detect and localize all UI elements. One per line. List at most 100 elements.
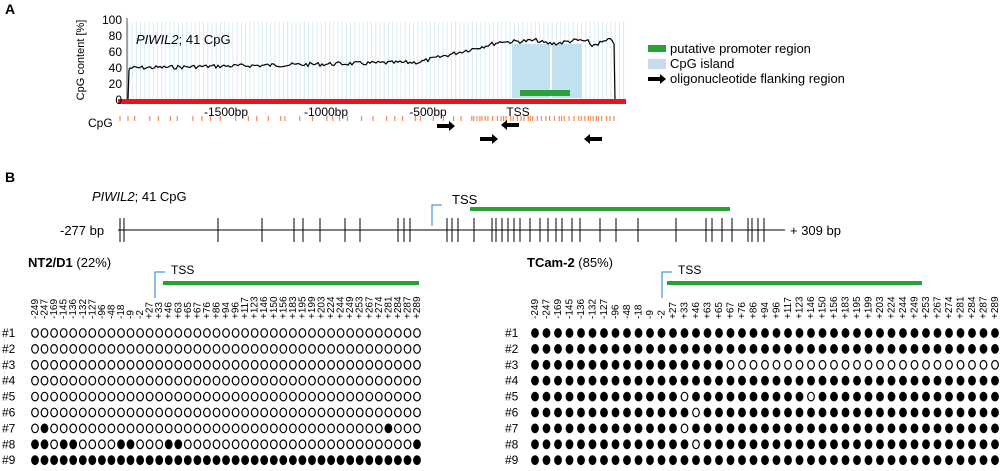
unmethylated-cpg (155, 391, 164, 402)
methylated-cpg (899, 391, 907, 402)
unmethylated-cpg (279, 439, 288, 450)
unmethylated-cpg (155, 423, 164, 434)
cpg-position-label: +123 (795, 296, 806, 319)
unmethylated-cpg (403, 439, 412, 450)
methylated-cpg (910, 455, 919, 466)
methylated-cpg (542, 391, 551, 402)
methylated-cpg (588, 455, 597, 466)
methylated-cpg (991, 328, 999, 338)
methylated-cpg (795, 344, 804, 354)
methylated-cpg (565, 375, 574, 386)
unmethylated-cpg (250, 423, 259, 434)
methylated-cpg (692, 455, 700, 466)
methylated-cpg (634, 439, 643, 450)
unmethylated-cpg (336, 359, 345, 370)
unmethylated-cpg (413, 407, 421, 418)
cpg-position-label: +96 (231, 302, 242, 319)
unmethylated-cpg (183, 359, 192, 370)
methylated-cpg (715, 359, 723, 370)
unmethylated-cpg (726, 359, 735, 370)
unmethylated-cpg (126, 407, 135, 418)
tss-marker (154, 271, 165, 298)
unmethylated-cpg (78, 375, 87, 386)
cpg-position-label: +76 (202, 302, 213, 319)
methylated-cpg (600, 328, 608, 338)
unmethylated-cpg (279, 407, 288, 418)
cpg-position-label: +253 (355, 296, 366, 319)
methylated-cpg (830, 328, 838, 338)
unmethylated-cpg (308, 359, 316, 370)
methylated-cpg (738, 344, 746, 354)
methylated-cpg (830, 455, 838, 466)
unmethylated-cpg (50, 328, 58, 338)
unmethylated-cpg (922, 359, 930, 370)
panel-b-gene-label: PIWIL2; 41 CpG (92, 189, 187, 204)
methylated-cpg (922, 455, 930, 466)
cpg-position-label: +195 (297, 296, 308, 319)
methylated-cpg (726, 455, 735, 466)
methylated-cpg (841, 423, 850, 434)
methylated-cpg (818, 391, 827, 402)
methylated-cpg (876, 375, 884, 386)
unmethylated-cpg (202, 407, 211, 418)
unmethylated-cpg (355, 407, 364, 418)
unmethylated-cpg (231, 423, 240, 434)
methylated-cpg (692, 359, 700, 370)
cpg-position-label: +203 (317, 296, 328, 319)
methylated-cpg (853, 439, 861, 450)
methylated-cpg (634, 359, 643, 370)
unmethylated-cpg (327, 391, 336, 402)
unmethylated-cpg (279, 391, 288, 402)
clone-label: #7 (505, 421, 519, 435)
methylated-cpg (979, 455, 988, 466)
panel-a-letter: A (5, 1, 15, 17)
unmethylated-cpg (772, 359, 781, 370)
unmethylated-cpg (374, 344, 383, 354)
methylated-cpg (669, 423, 677, 434)
unmethylated-cpg (250, 391, 259, 402)
unmethylated-cpg (69, 391, 78, 402)
unmethylated-cpg (117, 375, 125, 386)
methylated-cpg (657, 423, 666, 434)
cell-line-name: NT2/D1 (28, 255, 73, 270)
methylated-cpg (864, 423, 873, 434)
unmethylated-cpg (346, 359, 355, 370)
unmethylated-cpg (193, 423, 202, 434)
methylated-cpg (887, 423, 896, 434)
unmethylated-cpg (403, 328, 412, 338)
unmethylated-cpg (164, 391, 173, 402)
methylated-cpg (588, 375, 597, 386)
unmethylated-cpg (59, 328, 68, 338)
unmethylated-cpg (279, 375, 288, 386)
methylated-cpg (554, 359, 562, 370)
unmethylated-cpg (279, 344, 288, 354)
cpg-position-label: +224 (887, 296, 898, 319)
unmethylated-cpg (69, 328, 78, 338)
methylated-cpg (887, 391, 896, 402)
methylated-cpg (738, 439, 746, 450)
unmethylated-cpg (59, 344, 68, 354)
methylated-cpg (956, 328, 965, 338)
cpg-position-label: -2 (657, 310, 668, 319)
unmethylated-cpg (212, 407, 221, 418)
methylated-cpg (956, 423, 965, 434)
unmethylated-cpg (155, 407, 164, 418)
unmethylated-cpg (69, 423, 78, 434)
unmethylated-cpg (193, 375, 202, 386)
cpg-position-label: +249 (345, 296, 356, 319)
unmethylated-cpg (853, 359, 861, 370)
unmethylated-cpg (174, 359, 183, 370)
methylated-cpg (945, 439, 953, 450)
methylated-cpg (853, 455, 861, 466)
unmethylated-cpg (202, 375, 211, 386)
unmethylated-cpg (250, 407, 259, 418)
cpg-position-label: +94 (221, 302, 232, 319)
unmethylated-cpg (40, 328, 49, 338)
methylated-cpg (577, 328, 585, 338)
methylated-cpg (784, 344, 792, 354)
unmethylated-cpg (413, 328, 421, 338)
methylated-cpg (600, 344, 608, 354)
unmethylated-cpg (298, 328, 307, 338)
clone-label: #5 (2, 390, 16, 404)
unmethylated-cpg (413, 375, 421, 386)
